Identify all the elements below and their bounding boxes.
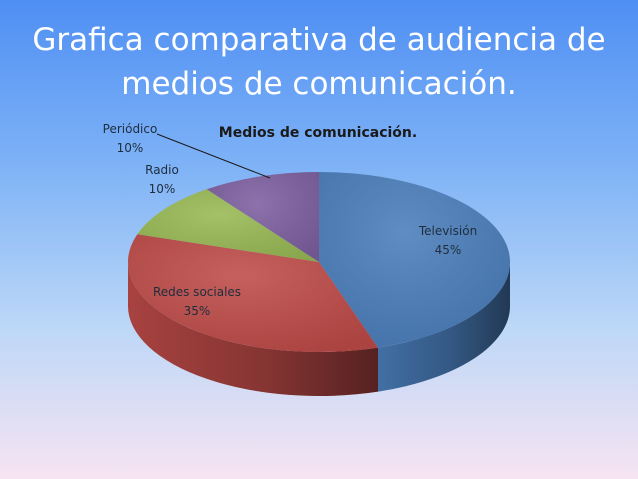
periodico-leader-line (156, 133, 271, 179)
data-label-radio: Radio (145, 163, 179, 177)
pie-side-television (378, 262, 510, 392)
data-label-periodico: Periódico (103, 122, 158, 136)
data-value-redes-sociales: 35% (184, 304, 211, 318)
data-value-periodico: 10% (117, 141, 144, 155)
pie-slice-redes-sociales (127, 234, 379, 352)
data-value-radio: 10% (149, 182, 176, 196)
pie-side-redes-sociales (128, 262, 379, 396)
data-label-redes-sociales: Redes sociales (153, 285, 241, 299)
pie-slice-periodico (206, 172, 319, 262)
slide-title-line-2: medios de comunicación. (121, 66, 517, 102)
data-value-television: 45% (435, 243, 462, 257)
chart-title: Medios de comunicación. (219, 125, 417, 141)
pie-slice-radio (137, 189, 319, 262)
slide-title: Grafica comparativa de audiencia de medi… (0, 18, 638, 106)
slide-title-line-1: Grafica comparativa de audiencia de (32, 22, 606, 58)
pie-slice-television (319, 172, 511, 348)
data-label-television: Televisión (418, 224, 477, 238)
